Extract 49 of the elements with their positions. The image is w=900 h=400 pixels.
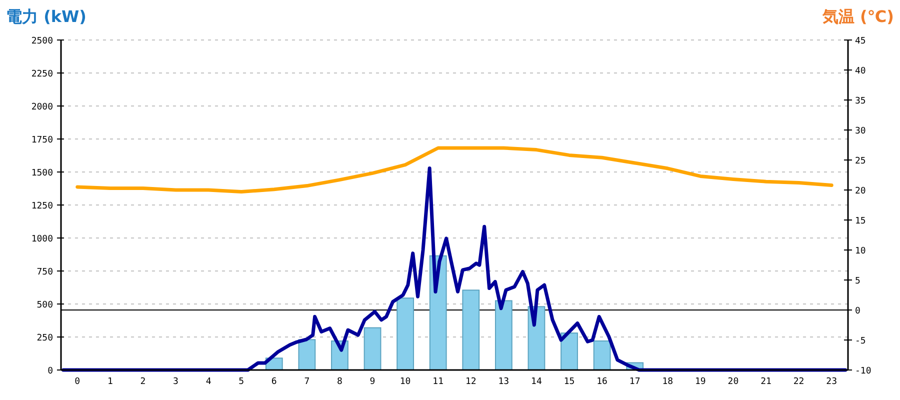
y-tick-label: 250: [36, 334, 53, 344]
x-tick-label: 3: [173, 377, 178, 387]
x-tick-label: 13: [498, 377, 510, 387]
x-tick-label: 21: [760, 377, 772, 387]
y2-tick-label: -10: [855, 366, 872, 376]
x-tick-label: 12: [465, 377, 476, 387]
y-tick-label: 500: [36, 300, 53, 310]
y2-tick-label: 40: [855, 66, 866, 76]
y2-axis-title: 気温 (℃): [821, 7, 894, 26]
x-tick-label: 0: [74, 377, 80, 387]
y2-tick-label: 30: [855, 126, 866, 136]
x-tick-label: 1: [107, 377, 113, 387]
x-tick-label: 8: [337, 377, 342, 387]
y2-tick-label: 10: [855, 246, 866, 256]
y-tick-label: 1500: [31, 168, 53, 178]
y2-tick-label: 15: [855, 216, 866, 226]
x-tick-label: 19: [695, 377, 706, 387]
x-tick-label: 15: [564, 377, 575, 387]
y2-tick-label: 35: [855, 96, 866, 106]
x-tick-label: 9: [370, 377, 376, 387]
x-tick-label: 22: [793, 377, 804, 387]
y-tick-label: 750: [36, 268, 53, 278]
x-tick-label: 23: [826, 377, 838, 387]
y2-tick-label: 20: [855, 186, 866, 196]
y2-tick-label: -5: [855, 336, 866, 346]
x-tick-label: 7: [304, 377, 310, 387]
y2-tick-label: 0: [855, 306, 860, 316]
x-tick-label: 20: [728, 377, 739, 387]
x-tick-label: 4: [206, 377, 212, 387]
x-tick-label: 11: [432, 377, 444, 387]
y2-tick-label: 45: [855, 36, 866, 46]
y-tick-label: 1750: [31, 136, 53, 146]
y-tick-label: 1250: [31, 202, 53, 212]
x-tick-label: 5: [238, 377, 244, 387]
x-tick-label: 14: [531, 377, 542, 387]
x-tick-label: 17: [629, 377, 640, 387]
y-axis-title: 電力 (kW): [6, 7, 86, 26]
x-tick-label: 10: [400, 377, 411, 387]
y-tick-label: 2000: [31, 102, 53, 112]
y-tick-label: 2250: [31, 70, 53, 80]
y2-tick-label: 5: [855, 276, 860, 286]
x-tick-label: 6: [271, 377, 277, 387]
y-tick-label: 0: [48, 366, 53, 376]
y2-tick-label: 25: [855, 156, 866, 166]
y-tick-label: 1000: [31, 234, 53, 244]
y-tick-label: 2500: [31, 36, 53, 46]
x-tick-label: 2: [140, 377, 146, 387]
x-tick-label: 18: [662, 377, 674, 387]
x-tick-label: 16: [596, 377, 608, 387]
